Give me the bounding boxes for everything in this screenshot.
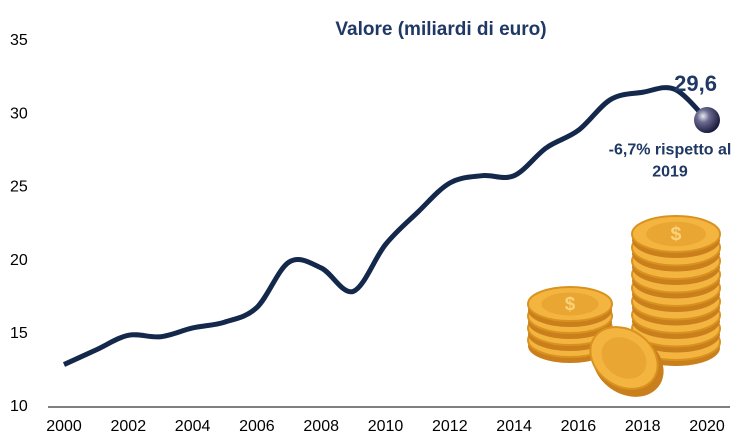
coin-symbol: $	[670, 223, 681, 245]
x-tick-label: 2018	[625, 418, 661, 435]
x-tick-label: 2004	[175, 418, 211, 435]
chart-title: Valore (miliardi di euro)	[335, 19, 546, 40]
y-tick-label: 25	[10, 179, 28, 196]
coin-symbol: $	[565, 293, 576, 314]
annotation: -6,7% rispetto al	[609, 141, 732, 158]
y-tick-label: 15	[10, 325, 28, 342]
y-tick-label: 30	[10, 105, 28, 122]
x-tick-label: 2016	[561, 418, 597, 435]
end-marker	[694, 107, 720, 133]
x-tick-label: 2014	[496, 418, 532, 435]
value-label: 29,6	[674, 71, 717, 96]
x-tick-label: 2010	[368, 418, 404, 435]
x-tick-label: 2002	[111, 418, 147, 435]
annotation: 2019	[652, 163, 688, 180]
x-tick-label: 2012	[432, 418, 468, 435]
y-tick-label: 10	[10, 398, 28, 415]
x-tick-label: 2008	[303, 418, 339, 435]
y-tick-label: 20	[10, 252, 28, 269]
x-tick-label: 2000	[46, 418, 82, 435]
chart: Valore (miliardi di euro) $$ 10152025303…	[0, 0, 745, 437]
x-tick-label: 2020	[689, 418, 725, 435]
coin-illustration: $$	[528, 216, 720, 410]
y-tick-label: 35	[10, 32, 28, 49]
x-tick-label: 2006	[239, 418, 275, 435]
